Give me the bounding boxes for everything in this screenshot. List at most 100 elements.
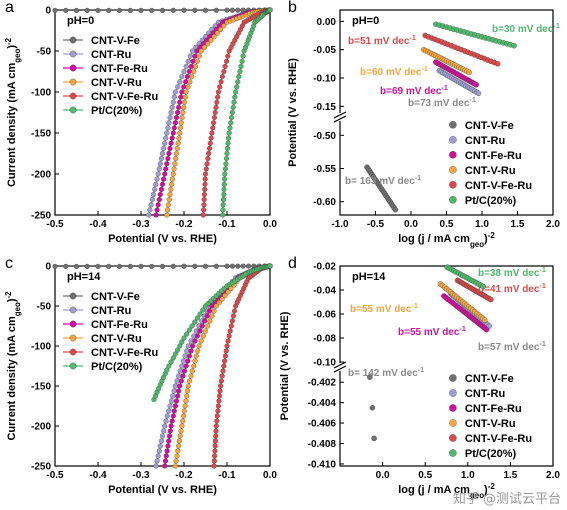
legend-marker xyxy=(449,181,457,189)
data-point-cnt-v-fe-ru xyxy=(207,140,213,146)
data-point-cnt-v-fe xyxy=(229,263,235,269)
data-point-cnt-fe-ru xyxy=(154,207,160,213)
y-tick-label: -0.410 xyxy=(308,459,337,470)
data-point-cnt-fe-ru xyxy=(176,388,182,394)
legend-entry-cnt-v-fe: CNT-V-Fe xyxy=(465,120,514,132)
data-point-pt-c-20 xyxy=(220,212,226,218)
data-point-cnt-v-ru xyxy=(171,166,177,172)
data-point-cnt-ru xyxy=(157,443,163,449)
data-point-cnt-v-fe xyxy=(213,7,219,13)
legend-entry-cnt-v-fe-ru: CNT-V-Fe-Ru xyxy=(91,347,158,359)
data-point-cnt-ru xyxy=(171,94,177,100)
y-tick-label: -0.50 xyxy=(313,131,336,142)
data-point-cnt-ru xyxy=(167,403,173,409)
y-tick-label: -0.402 xyxy=(308,378,337,389)
y-axis-label: Current density (mA cmgeo)-2 xyxy=(4,291,22,441)
data-point-cnt-v-fe-ru xyxy=(222,358,228,364)
data-point-cnt-v-fe xyxy=(52,7,58,13)
data-point-cnt-v-fe-ru xyxy=(227,328,233,334)
data-point-pt-c-20 xyxy=(238,63,244,69)
data-point-cnt-v-fe-ru xyxy=(211,463,217,469)
y-tick-label: -0.55 xyxy=(313,164,336,175)
data-point-cnt-ru xyxy=(177,79,183,85)
data-point-cnt-ru xyxy=(152,186,158,192)
data-point-pt-c-20 xyxy=(220,197,227,203)
legend-marker xyxy=(449,419,457,427)
y-tick-label: -150 xyxy=(31,382,51,393)
y-tick-label: -50 xyxy=(37,47,52,58)
data-point-cnt-ru xyxy=(156,166,162,172)
data-point-pt-c-20 xyxy=(239,58,245,64)
data-point-cnt-v-fe-ru xyxy=(217,388,223,394)
data-point-cnt-fe-ru xyxy=(167,428,173,434)
data-point-cnt-v-fe xyxy=(240,263,246,269)
data-point-cnt-ru xyxy=(168,109,174,116)
data-point-cnt-v-fe xyxy=(202,7,209,13)
data-point-cnt-v-ru xyxy=(211,308,217,314)
data-point-cnt-v-ru xyxy=(169,181,175,187)
data-point-cnt-v-fe xyxy=(63,7,69,13)
data-point-cnt-v-ru xyxy=(178,428,184,434)
data-point-pt-c-20 xyxy=(184,331,190,337)
data-point-cnt-v-fe xyxy=(106,263,112,269)
data-point-cnt-v-ru xyxy=(205,41,211,47)
legend-entry-cnt-v-ru: CNT-V-Ru xyxy=(91,333,142,345)
legend-entry-cnt-v-ru: CNT-V-Ru xyxy=(465,418,516,430)
data-point-cnt-v-fe-ru xyxy=(212,438,218,444)
data-point-cnt-v-ru xyxy=(209,313,215,319)
data-point-cnt-v-ru xyxy=(188,373,194,379)
legend-entry-cnt-ru: CNT-Ru xyxy=(465,135,505,147)
legend-entry-pt-c-20: Pt/C(20%) xyxy=(465,195,517,207)
data-point-cnt-v-fe xyxy=(235,7,241,13)
x-tick-label: 1.5 xyxy=(503,470,517,481)
data-point-cnt-v-fe xyxy=(138,7,144,13)
data-point-cnt-v-ru xyxy=(194,58,200,64)
data-point-cnt-v-fe xyxy=(192,263,198,269)
y-tick-label: -100 xyxy=(31,88,51,99)
data-point-pt-c-20 xyxy=(181,335,187,341)
data-point-cnt-v-fe xyxy=(192,7,198,13)
data-point-cnt-v-ru xyxy=(183,398,189,404)
data-point-cnt-v-fe-ru xyxy=(218,383,224,389)
data-point-cnt-ru xyxy=(166,408,172,414)
axis-break-gap xyxy=(334,113,346,121)
data-point-cnt-ru xyxy=(187,53,193,59)
data-point-pt-c-20 xyxy=(233,89,239,95)
data-point-cnt-v-fe-ru xyxy=(201,202,207,208)
x-tick-label: 0.0 xyxy=(263,219,277,230)
data-point-cnt-v-ru xyxy=(218,26,224,33)
data-point-cnt-ru xyxy=(165,125,171,131)
data-point-pt-c-20 xyxy=(223,161,229,167)
legend-entry-pt-c-20: Pt/C(20%) xyxy=(465,448,517,460)
data-point-cnt-v-fe-ru xyxy=(225,53,231,59)
data-point-cnt-ru xyxy=(163,135,169,141)
data-point-cnt-v-fe xyxy=(170,7,176,13)
data-point-cnt-ru xyxy=(170,99,176,105)
data-point-cnt-v-fe-ru xyxy=(231,308,238,314)
data-point-pt-c-20 xyxy=(179,339,185,345)
data-point-cnt-v-fe-ru xyxy=(214,413,220,419)
data-point-cnt-v-ru xyxy=(187,378,193,384)
data-point-cnt-ru xyxy=(159,150,166,157)
data-point-cnt-ru xyxy=(154,176,160,182)
data-point-cnt-v-fe-ru xyxy=(230,313,236,319)
data-point-pt-c-20 xyxy=(236,74,242,80)
data-point-cnt-ru xyxy=(164,413,170,419)
y-tick-label: -0.60 xyxy=(313,197,336,208)
data-point-cnt-ru xyxy=(180,358,187,364)
axis-break-mark xyxy=(333,365,347,373)
data-point-pt-c-20 xyxy=(511,42,517,49)
data-point-cnt-v-ru xyxy=(193,353,199,359)
series-line-pt-c-20 xyxy=(153,265,271,400)
data-point-cnt-fe-ru xyxy=(190,343,196,349)
data-point-cnt-v-ru xyxy=(181,408,187,414)
data-point-cnt-ru xyxy=(159,433,166,439)
legend-marker xyxy=(69,36,77,44)
data-point-cnt-fe-ru xyxy=(184,74,191,80)
data-point-cnt-v-ru xyxy=(180,413,187,419)
y-tick-label: -250 xyxy=(31,462,51,473)
data-point-cnt-v-ru xyxy=(173,458,179,464)
data-point-cnt-v-fe-ru xyxy=(219,74,225,80)
legend-marker xyxy=(69,306,77,314)
data-point-cnt-v-fe-ru xyxy=(213,423,219,429)
